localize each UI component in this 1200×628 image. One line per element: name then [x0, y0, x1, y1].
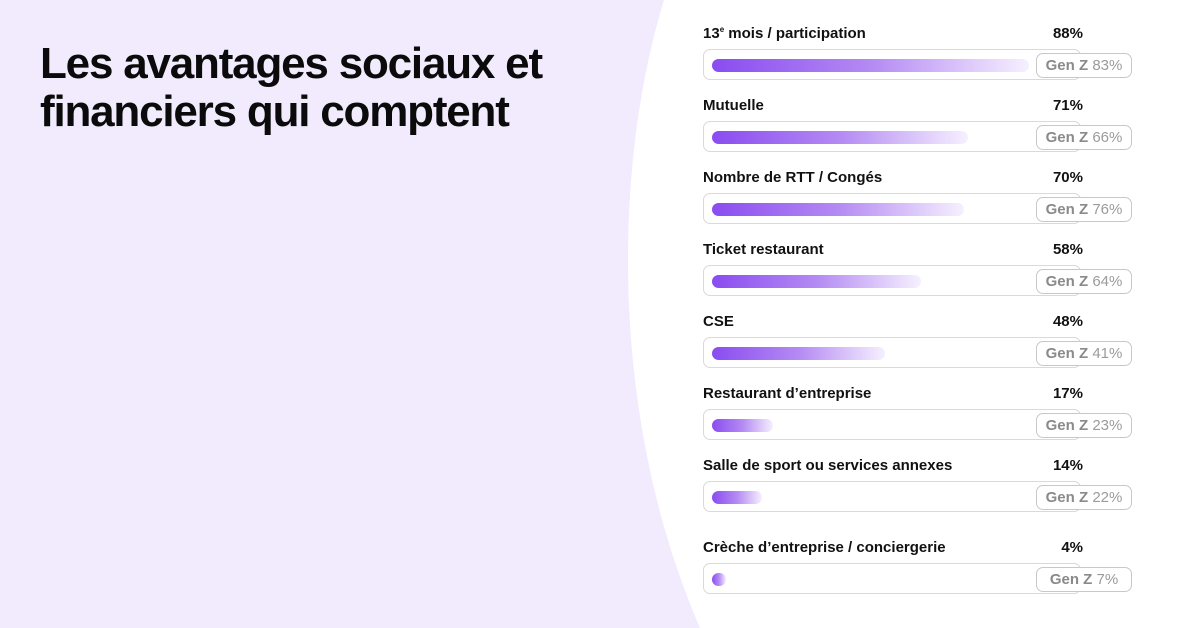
- chart-row: Nombre de RTT / Congés 70% Gen Z 76%: [703, 169, 1143, 233]
- category-label: Ticket restaurant: [703, 241, 824, 258]
- genz-badge: Gen Z 7%: [1036, 567, 1132, 592]
- bar: [712, 275, 921, 288]
- genz-badge-label: Gen Z: [1045, 345, 1089, 362]
- bar: [712, 59, 1029, 72]
- value-label: 70%: [1052, 169, 1083, 186]
- genz-badge: Gen Z 41%: [1036, 341, 1132, 366]
- value-label: 17%: [1052, 385, 1083, 402]
- genz-badge-label: Gen Z: [1045, 201, 1089, 218]
- category-label: Salle de sport ou services annexes: [703, 457, 953, 474]
- category-label: CSE: [703, 313, 734, 330]
- genz-badge-label: Gen Z: [1049, 571, 1093, 588]
- category-label: Mutuelle: [703, 97, 764, 114]
- chart-row: Crèche d’entreprise / conciergerie 4% Gen …: [703, 539, 1143, 603]
- genz-badge: Gen Z 66%: [1036, 125, 1132, 150]
- genz-badge: Gen Z 76%: [1036, 197, 1132, 222]
- bar-track: [703, 337, 1081, 368]
- bar-chart: 13e mois / participation 88% Gen Z 83% Mutu…: [703, 0, 1143, 628]
- bar-track: [703, 481, 1081, 512]
- bar-track: [703, 409, 1081, 440]
- category-label: Crèche d’entreprise / conciergerie: [703, 539, 946, 556]
- bar-track: [703, 265, 1081, 296]
- value-label: 71%: [1052, 97, 1083, 114]
- value-label: 48%: [1052, 313, 1083, 330]
- category-label: Restaurant d’entreprise: [703, 385, 872, 402]
- genz-badge: Gen Z 22%: [1036, 485, 1132, 510]
- chart-row: Mutuelle 71% Gen Z 66%: [703, 97, 1143, 161]
- genz-value: 66%: [1088, 129, 1123, 146]
- value-label: 14%: [1052, 457, 1083, 474]
- chart-row: CSE 48% Gen Z 41%: [703, 313, 1143, 377]
- bar-track: [703, 121, 1081, 152]
- value-label: 88%: [1052, 25, 1083, 42]
- chart-row: Salle de sport ou services annexes 14% Gen…: [703, 457, 1143, 521]
- genz-badge-label: Gen Z: [1045, 489, 1089, 506]
- genz-value: 23%: [1088, 417, 1123, 434]
- genz-badge-label: Gen Z: [1045, 57, 1089, 74]
- bar-track: [703, 193, 1081, 224]
- category-label: 13e mois / participation: [703, 25, 866, 42]
- genz-badge: Gen Z 83%: [1036, 53, 1132, 78]
- chart-row: Restaurant d’entreprise 17% Gen Z 23%: [703, 385, 1143, 449]
- value-label: 4%: [1061, 539, 1083, 556]
- value-label: 58%: [1052, 241, 1083, 258]
- genz-value: 41%: [1088, 345, 1123, 362]
- chart-row: 13e mois / participation 88% Gen Z 83%: [703, 25, 1143, 89]
- genz-value: 76%: [1088, 201, 1123, 218]
- bar-track: [703, 563, 1081, 594]
- page-title: Les avantages sociaux et financiers qui …: [40, 39, 543, 136]
- genz-badge-label: Gen Z: [1045, 129, 1089, 146]
- bar: [712, 419, 773, 432]
- bar: [712, 491, 762, 504]
- genz-badge: Gen Z 23%: [1036, 413, 1132, 438]
- genz-value: 83%: [1088, 57, 1123, 74]
- genz-badge: Gen Z 64%: [1036, 269, 1132, 294]
- bar: [712, 131, 968, 144]
- genz-badge-label: Gen Z: [1045, 417, 1089, 434]
- genz-badge-label: Gen Z: [1045, 273, 1089, 290]
- bar: [712, 347, 885, 360]
- bar: [712, 573, 726, 586]
- bar-track: [703, 49, 1081, 80]
- chart-row: Ticket restaurant 58% Gen Z 64%: [703, 241, 1143, 305]
- genz-value: 22%: [1088, 489, 1123, 506]
- bar: [712, 203, 964, 216]
- category-label: Nombre de RTT / Congés: [703, 169, 883, 186]
- genz-value: 64%: [1088, 273, 1123, 290]
- genz-value: 7%: [1092, 571, 1119, 588]
